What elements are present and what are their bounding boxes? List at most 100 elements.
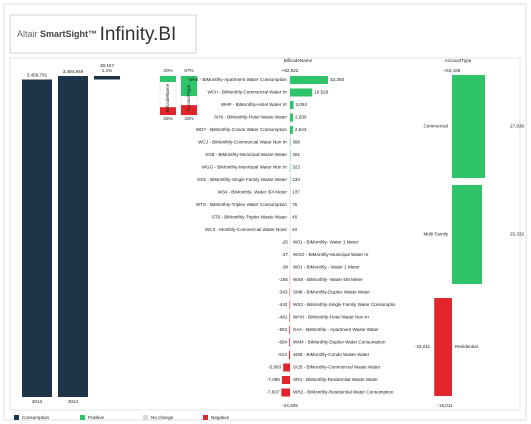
bar-label: SCB - BiMonthly-Commercial Waste Water bbox=[293, 365, 381, 370]
bar-label: WM4 - BiMonthly-Duplex Water Consumption bbox=[293, 340, 386, 345]
bar bbox=[290, 76, 328, 84]
content-area bbox=[9, 57, 521, 411]
bar-value: 25,332 bbox=[510, 232, 524, 237]
bar-label: WCII - BiMonthly-Commercial Water Irr bbox=[208, 90, 288, 95]
year-bar bbox=[58, 76, 88, 397]
bar-value: 46 bbox=[292, 215, 298, 220]
product: SmartSight™ bbox=[40, 29, 97, 39]
bar-label: Multi Family bbox=[423, 232, 448, 237]
bar-value: 234 bbox=[292, 177, 300, 182]
negative-share bbox=[181, 105, 197, 115]
bar-label: WHH - BiMonthly-Hotel Water Non Irr bbox=[293, 315, 370, 320]
bar-value: 381 bbox=[292, 152, 300, 157]
share-dimension: AccountType bbox=[186, 84, 191, 111]
bar-label: WGO - BiMonthly-Municipal Water Irr bbox=[293, 252, 369, 257]
bar-value: -37 bbox=[281, 252, 288, 257]
bar bbox=[452, 75, 485, 178]
bar-value: -343 bbox=[278, 290, 288, 295]
bar bbox=[452, 185, 483, 284]
bar bbox=[281, 376, 290, 384]
total-positive: +53,169 bbox=[444, 68, 461, 73]
chart-title: AccountType bbox=[445, 58, 472, 63]
bar bbox=[434, 298, 452, 396]
bar-value: 396 bbox=[292, 140, 300, 145]
bar bbox=[281, 388, 290, 397]
bar-label: Residential bbox=[455, 344, 478, 349]
bar-value: 27,836 bbox=[510, 124, 524, 129]
bar-label: SM8 - BiMonthly-Duplex Waste Water bbox=[293, 290, 370, 295]
bar-label: SSS - BiMonthly-Single Family Waste Wate… bbox=[197, 177, 287, 182]
bar-label: WD7 - BiMonthly-Condo Water Consumption bbox=[196, 127, 288, 132]
bar-label: SH9 - BiMonthly-Hotel Waste Water bbox=[214, 115, 287, 120]
bar-label: SG8 - BiMonthly-Municipal Waste Water bbox=[205, 152, 287, 157]
positive-share bbox=[160, 76, 176, 82]
bar-value: 19,529 bbox=[314, 90, 328, 95]
suite: Infinity.BI bbox=[100, 24, 177, 45]
negative-share bbox=[160, 107, 176, 115]
bar-label: W34 - BiMonthly- Water 3/4 Meter bbox=[218, 190, 288, 195]
bar-value: -7,607 bbox=[266, 390, 279, 395]
total-negative: -24,405 bbox=[282, 403, 298, 408]
bar bbox=[289, 313, 290, 322]
bar-value: -442 bbox=[278, 302, 288, 307]
bar bbox=[290, 88, 313, 97]
bar bbox=[290, 101, 294, 109]
bar-label: W01 - BiMonthly - Water 1 Meter bbox=[293, 265, 360, 270]
bar-value: -5,993 bbox=[268, 365, 281, 370]
bar-label: WA6 - BiMonthly-Apartment Water Consumpt… bbox=[189, 77, 288, 82]
bar-value: -653 bbox=[278, 327, 288, 332]
positive-share-label: 20% bbox=[163, 68, 172, 73]
bar bbox=[289, 326, 290, 334]
legend-swatch bbox=[80, 415, 85, 420]
positive-share-label: 67% bbox=[184, 68, 193, 73]
negative-share-label: 26% bbox=[163, 116, 172, 121]
bar-value: -913 bbox=[278, 352, 288, 357]
logo: Altair SmartSight™ Infinity.BI bbox=[17, 24, 176, 45]
change-value: 38,157 bbox=[100, 63, 114, 68]
bar-value: -25 bbox=[281, 240, 288, 245]
bar bbox=[290, 126, 293, 134]
bar-label: WHP - BiMonthly-Hotel Water Irr bbox=[221, 102, 288, 107]
bar-label: ST9 - BiMonthly-Triplex Waste Water bbox=[212, 215, 288, 220]
legend-label: Positive bbox=[88, 415, 105, 420]
bar bbox=[289, 338, 290, 347]
bar-label: SAA - BiMonthly - Apartment Waste Water bbox=[293, 327, 379, 332]
bar-value: 3,093 bbox=[296, 102, 308, 107]
bar-label: W01 - BiMonthly- Water 1 Meter bbox=[293, 240, 359, 245]
change-percent: 1.1% bbox=[102, 68, 112, 73]
bar-label: SR4 - BiMonthly-Residential Waste Water bbox=[293, 377, 378, 382]
share-dimension: BillcodeName bbox=[165, 83, 170, 112]
bar bbox=[290, 113, 293, 122]
total-positive: +82,622 bbox=[282, 68, 299, 73]
year-value: 3,456,791 bbox=[27, 73, 48, 78]
bar-value: -38 bbox=[281, 265, 288, 270]
bar-value: -481 bbox=[278, 315, 288, 320]
chart-title: BillcodeName bbox=[284, 58, 313, 63]
bar-label: WR2 - BiMonthly-Residential Water Consum… bbox=[293, 390, 394, 395]
year-label: 2013 bbox=[32, 399, 43, 404]
legend-label: Negative bbox=[211, 415, 230, 420]
legend-label: Consumption bbox=[22, 415, 50, 420]
legend-swatch bbox=[143, 415, 148, 420]
negative-share-label: 33% bbox=[184, 116, 193, 121]
bar-label: WGG - BiMonthly-Municipal Water Non Irr bbox=[202, 165, 288, 170]
year-bar bbox=[22, 79, 52, 397]
bar bbox=[288, 351, 290, 359]
brand: Altair bbox=[17, 29, 38, 39]
year-value: 3,494,949 bbox=[63, 69, 84, 74]
bar-value: 76 bbox=[292, 202, 298, 207]
total-negative: -15,011 bbox=[437, 403, 453, 408]
bar-value: 322 bbox=[292, 165, 300, 170]
bar-label: WC3 - Monthly-Commercial Water Nonir bbox=[205, 227, 287, 232]
bar-value: 33,393 bbox=[330, 77, 344, 82]
bar-value: 2,630 bbox=[295, 115, 307, 120]
legend-swatch bbox=[203, 415, 208, 420]
logo-box bbox=[9, 14, 197, 54]
positive-share bbox=[181, 76, 197, 97]
bar bbox=[289, 301, 290, 309]
bar-value: -7,095 bbox=[267, 377, 280, 382]
bar-value: 40 bbox=[292, 227, 298, 232]
change-bar bbox=[94, 76, 120, 80]
